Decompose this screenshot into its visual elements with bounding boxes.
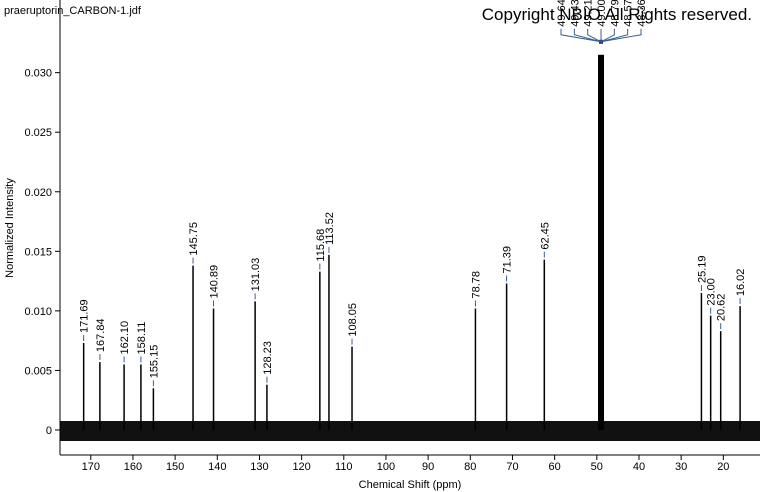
x-tick-label: 70 bbox=[506, 461, 518, 473]
solvent-label: 49.64 bbox=[556, 0, 568, 27]
x-tick-label: 170 bbox=[82, 461, 100, 473]
peak-label: 155.15 bbox=[148, 345, 160, 379]
x-tick-label: 50 bbox=[591, 461, 603, 473]
peak-label: 162.10 bbox=[119, 321, 131, 355]
solvent-label: 49.00 bbox=[596, 0, 608, 27]
solvent-label: 48.36 bbox=[636, 0, 648, 27]
solvent-leader bbox=[560, 28, 602, 43]
peak-label: 167.84 bbox=[95, 318, 107, 352]
solvent-leader bbox=[600, 28, 629, 43]
x-tick-label: 130 bbox=[250, 461, 268, 473]
peak-label: 62.45 bbox=[539, 222, 551, 250]
peak-label: 25.19 bbox=[696, 255, 708, 283]
y-tick-label: 0.005 bbox=[24, 365, 52, 377]
peak-label: 171.69 bbox=[79, 299, 91, 333]
file-name: praeruptorin_CARBON-1.jdf bbox=[4, 5, 142, 17]
peak-label: 20.62 bbox=[716, 294, 728, 322]
x-tick-label: 40 bbox=[633, 461, 645, 473]
y-tick-label: 0 bbox=[46, 425, 52, 437]
peak-label: 113.52 bbox=[324, 212, 336, 245]
noise-band bbox=[60, 421, 760, 441]
x-tick-label: 90 bbox=[422, 461, 434, 473]
solvent-label: 48.79 bbox=[609, 0, 621, 27]
solvent-leader bbox=[587, 28, 602, 43]
y-tick-label: 0.020 bbox=[24, 187, 52, 199]
peak-label: 145.75 bbox=[188, 222, 200, 256]
solvent-label: 49.43 bbox=[569, 0, 581, 27]
solvent-leader bbox=[600, 28, 615, 43]
peak-label: 158.11 bbox=[136, 322, 148, 355]
x-tick-label: 100 bbox=[377, 461, 395, 473]
x-tick-label: 140 bbox=[208, 461, 226, 473]
y-tick-label: 0.030 bbox=[24, 68, 52, 80]
peak-label: 115.68 bbox=[315, 229, 327, 262]
peak-label: 16.02 bbox=[735, 269, 747, 297]
y-tick-label: 0.015 bbox=[24, 246, 52, 258]
x-tick-label: 150 bbox=[166, 461, 184, 473]
peak-label: 131.03 bbox=[250, 258, 262, 292]
peak-label: 78.78 bbox=[470, 271, 482, 299]
peak-label: 71.39 bbox=[502, 246, 514, 274]
copyright: Copyright NBIO All Rights reserved. bbox=[482, 5, 752, 24]
x-axis-title: Chemical Shift (ppm) bbox=[359, 479, 462, 491]
solvent-label: 48.57 bbox=[623, 0, 635, 27]
x-tick-label: 120 bbox=[292, 461, 310, 473]
peak-label: 108.05 bbox=[347, 303, 359, 337]
y-tick-label: 0.010 bbox=[24, 306, 52, 318]
y-axis-title: Normalized Intensity bbox=[4, 178, 16, 278]
peak-label: 140.89 bbox=[209, 265, 221, 299]
solvent-peak bbox=[598, 54, 605, 430]
x-tick-label: 80 bbox=[464, 461, 476, 473]
x-tick-label: 30 bbox=[675, 461, 687, 473]
solvent-leader bbox=[600, 28, 642, 43]
solvent-leader bbox=[573, 28, 602, 43]
y-tick-label: 0.025 bbox=[24, 127, 52, 139]
x-tick-label: 110 bbox=[335, 461, 353, 473]
peak-label: 23.00 bbox=[706, 278, 718, 306]
peak-label: 128.23 bbox=[262, 341, 274, 375]
x-tick-label: 20 bbox=[717, 461, 729, 473]
solvent-label: 49.21 bbox=[583, 0, 595, 27]
x-tick-label: 60 bbox=[549, 461, 561, 473]
x-tick-label: 160 bbox=[124, 461, 142, 473]
